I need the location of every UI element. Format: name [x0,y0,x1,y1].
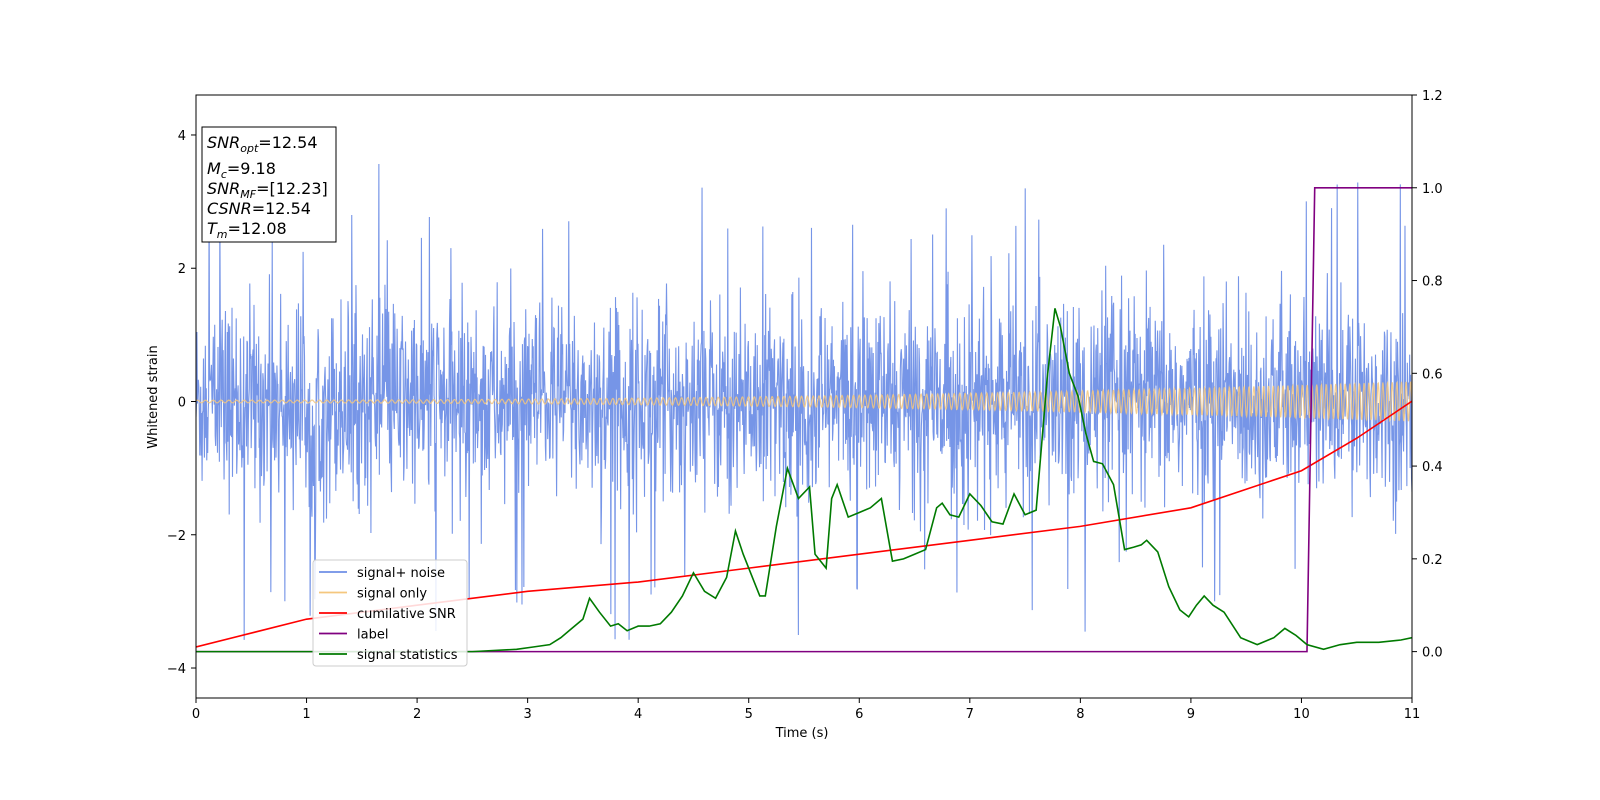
x-tick-label: 11 [1404,707,1421,722]
legend-label: signal only [357,587,427,602]
y-left-tick-label: 4 [178,129,186,144]
info-tm: Tm=12.08 [207,219,287,241]
y-right-tick-label: 0.4 [1422,460,1443,475]
x-tick-label: 7 [966,707,974,722]
x-tick-label: 1 [302,707,310,722]
info-csnr: CSNR=12.54 [207,199,311,218]
x-tick-label: 2 [413,707,421,722]
info-snr-mf: SNRMF=[12.23] [207,179,328,201]
y-right-tick-label: 0.2 [1422,553,1443,568]
y-left-tick-label: 0 [178,395,186,410]
series-signal-only [196,380,1412,423]
legend-label: label [357,628,388,643]
x-tick-label: 6 [855,707,863,722]
plot-frame [195,94,1413,699]
series-signal-statistics [196,308,1412,653]
x-axis-label: Time (s) [775,726,829,741]
legend-frame [312,559,468,667]
y-left-tick-label: 2 [178,262,186,277]
info-snr-opt: SNRopt=12.54 [207,133,318,155]
x-tick-label: 4 [634,707,642,722]
y-left-tick-label: −2 [167,529,186,544]
y-right-tick-label: 1.2 [1422,89,1443,104]
y-right-tick-label: 0.6 [1422,367,1443,382]
y-right-tick-label: 1.0 [1422,182,1443,197]
x-tick-label: 0 [192,707,200,722]
info-box-frame [201,126,337,243]
axes: 0 1 2 3 4 5 6 7 8 9 10 11 −4 −2 0 2 4 0.0 0.2 0.4 0.6 0.8 1.0 1… [167,89,1443,722]
series-label [196,186,1412,653]
legend-label: signal+ noise [357,566,445,581]
legend: signal+ noise signal only cumilative SNR la… [312,559,468,667]
x-tick-label: 8 [1076,707,1084,722]
info-mc: Mc=9.18 [207,159,276,181]
x-tick-label: 10 [1293,707,1310,722]
x-tick-label: 3 [523,707,531,722]
y-left-tick-label: −4 [167,662,186,677]
x-tick-label: 9 [1187,707,1195,722]
x-tick-label: 5 [745,707,753,722]
legend-label: cumilative SNR [357,607,456,622]
legend-label: signal statistics [357,648,458,663]
y-right-tick-label: 0.0 [1422,646,1443,661]
y-right-tick-label: 0.8 [1422,275,1443,290]
y-axis-label: Whitened strain [146,345,161,448]
info-box: SNRopt=12.54 Mc=9.18 SNRMF=[12.23] CSNR=… [201,126,337,243]
